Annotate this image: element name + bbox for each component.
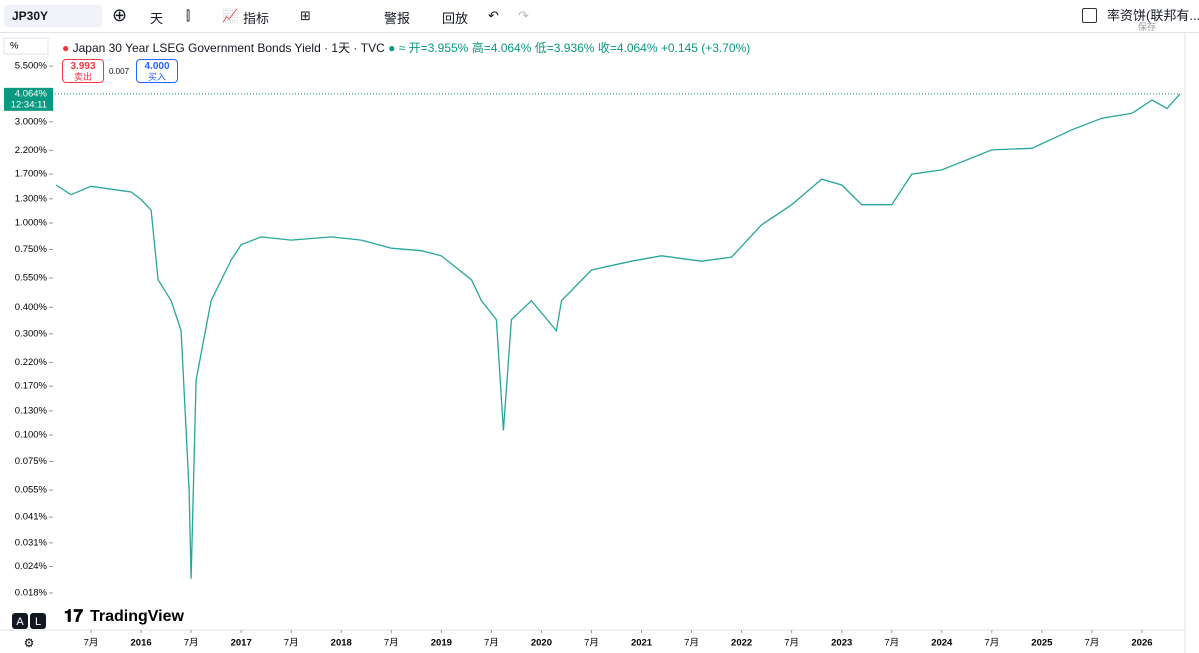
status-dot: ● (62, 41, 70, 55)
symbol-search[interactable]: JP30Y (4, 5, 102, 27)
scale-a: A (16, 616, 24, 628)
indicators[interactable]: 指标 (243, 11, 270, 26)
open: 开=3.955% (408, 41, 469, 55)
y-tick-label: 1.700% (15, 169, 48, 180)
y-tick-label: 0.024% (15, 561, 48, 572)
y-tick-label: 0.750% (15, 244, 48, 255)
close: 收=4.064% (597, 41, 658, 55)
x-tick-label: 7月 (284, 638, 299, 649)
undo[interactable]: ↶ (488, 8, 499, 23)
x-tick-label: 2018 (331, 638, 352, 649)
y-tick-label: 1.300% (15, 193, 48, 204)
x-tick-label: 7月 (884, 638, 899, 649)
y-tick-label: 0.400% (15, 302, 48, 313)
buy-label: 买入 (147, 72, 166, 82)
y-tick-label: 0.550% (15, 273, 48, 284)
save[interactable]: 保存 (1138, 22, 1157, 32)
y-tick-label: 0.041% (15, 512, 48, 523)
sell-button[interactable]: 3.993 卖出 (62, 59, 104, 83)
x-tick-label: 2020 (531, 638, 552, 649)
unit: % (10, 41, 19, 52)
scale-l-btn[interactable] (30, 613, 46, 629)
y-tick-label: 5.500% (15, 61, 48, 72)
x-tick-label: 2022 (731, 638, 752, 649)
y-tick-label: 0.130% (15, 405, 48, 416)
x-tick-label: 7月 (384, 638, 399, 649)
sell-price: 3.993 (70, 61, 96, 72)
buy-price: 4.000 (144, 61, 170, 72)
change: +0.145 (+3.70%) (660, 41, 751, 55)
logo: TradingView (90, 608, 185, 625)
logo-mark: 𝟏𝟕 (64, 606, 83, 625)
toolbar: JP30Y ⊕ 天 ⫿ 📈 指标 ⊞ 警报 回放 ↶ ↷ 率资饼(联邦有... … (0, 0, 1199, 33)
y-tick-label: 0.031% (15, 537, 48, 548)
x-tick-label: 2023 (831, 638, 852, 649)
x-tick-label: 7月 (1085, 638, 1100, 649)
replay[interactable]: 回放 (442, 11, 469, 26)
status-icon: ● ≈ (388, 41, 406, 55)
unit-box[interactable] (3, 37, 49, 55)
x-tick-label: 7月 (584, 638, 599, 649)
x-tick-label: 7月 (684, 638, 699, 649)
y-tick-label: 0.170% (15, 381, 48, 392)
spread: 0.007 (109, 67, 130, 76)
settings[interactable]: ⚙ (24, 636, 35, 650)
legend-title: Japan 30 Year LSEG Government Bonds Yiel… (72, 41, 385, 55)
x-tick-label: 7月 (784, 638, 799, 649)
clock: 12:34:11 (11, 99, 47, 110)
x-tick-label: 2021 (631, 638, 653, 649)
last-price-label: 4.064% (15, 88, 48, 99)
x-tick-label: 2017 (231, 638, 252, 649)
y-tick-label: 0.300% (15, 328, 48, 339)
sell-label: 卖出 (73, 72, 92, 82)
scale-l: L (35, 616, 41, 628)
y-tick-label: 0.055% (15, 485, 48, 496)
low: 低=3.936% (534, 41, 595, 55)
x-tick-label: 2016 (131, 638, 152, 649)
chart: % A L 𝟏𝟕 TradingView ⚙ 5.500% 3.000% 2.200… (0, 33, 1186, 653)
x-tick-label: 7月 (84, 638, 99, 649)
indicators-icon[interactable]: 📈 (222, 8, 239, 23)
scale-a-btn[interactable] (12, 613, 28, 629)
x-tick-label: 2026 (1131, 638, 1152, 649)
x-tick-label: 2024 (931, 638, 953, 649)
layouts[interactable]: ⊞ (300, 8, 311, 23)
alert[interactable]: 警报 (384, 11, 411, 26)
price-line (55, 93, 1181, 579)
y-tick-label: 1.000% (15, 217, 48, 228)
x-tick-label: 2019 (431, 638, 452, 649)
buy-button[interactable]: 4.000 买入 (136, 59, 178, 83)
x-tick-label: 2025 (1031, 638, 1053, 649)
y-tick-label: 2.200% (15, 145, 48, 156)
x-tick-label: 7月 (984, 638, 999, 649)
y-tick-label: 0.018% (15, 587, 48, 598)
x-tick-label: 7月 (184, 638, 199, 649)
redo[interactable]: ↷ (518, 8, 529, 23)
y-tick-label: 0.100% (15, 430, 48, 441)
chart-type[interactable]: ⫿ (186, 8, 191, 23)
account[interactable]: 率资饼(联邦有... (1107, 8, 1199, 23)
y-tick-label: 3.000% (15, 116, 48, 127)
high: 高=4.064% (471, 41, 532, 55)
checkbox[interactable] (1082, 8, 1097, 23)
interval[interactable]: 天 (150, 11, 164, 26)
x-tick-label: 7月 (484, 638, 499, 649)
last-price-box (4, 87, 53, 111)
legend: ● Japan 30 Year LSEG Government Bonds Yi… (62, 39, 750, 56)
y-tick-label: 0.220% (15, 357, 48, 368)
y-tick-label: 0.075% (15, 456, 48, 467)
add-symbol[interactable]: ⊕ (112, 5, 128, 25)
